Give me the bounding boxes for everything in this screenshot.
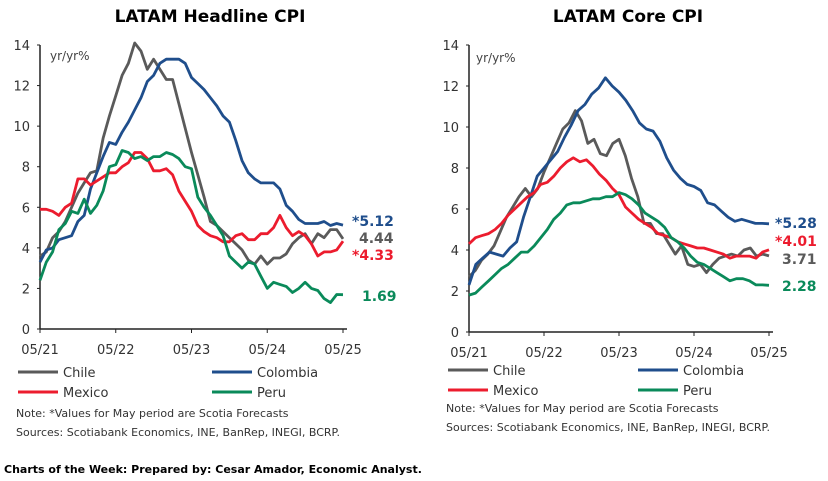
y-tick-label: 6 (22, 201, 30, 216)
y-tick-label: 8 (22, 161, 30, 176)
y-tick-label: 6 (451, 203, 459, 218)
legend-label-mexico: Mexico (493, 384, 538, 399)
y-axis-label: yr/yr% (476, 51, 516, 65)
end-label-chile: 3.71 (782, 252, 817, 268)
series-line-peru (38, 149, 344, 305)
x-tick-label: 05/24 (249, 343, 286, 358)
legend-label-colombia: Colombia (257, 366, 318, 381)
legend-label-mexico: Mexico (63, 386, 108, 401)
series-line-chile (39, 41, 345, 266)
note: Note: *Values for May period are Scotia … (446, 402, 719, 415)
series-line-mexico (468, 156, 770, 260)
legend-label-chile: Chile (493, 364, 526, 379)
end-label-colombia: *5.28 (775, 216, 817, 232)
y-tick-label: 0 (22, 323, 30, 338)
x-tick-label: 05/24 (675, 346, 712, 361)
y-tick-label: 0 (451, 326, 459, 341)
series-line-chile (468, 109, 770, 278)
end-label-peru: 2.28 (782, 279, 817, 295)
y-axis-label: yr/yr% (50, 49, 90, 63)
series-line-colombia (38, 57, 344, 263)
chart-core: LATAM Core CPI yr/yr% 0 2 4 6 8 10 12 14 05/21 05/2… (442, 7, 816, 434)
x-tick-label: 05/22 (97, 343, 134, 358)
legend-label-colombia: Colombia (683, 364, 744, 379)
chart-title: LATAM Core CPI (553, 7, 703, 27)
y-tick-label: 14 (13, 39, 30, 54)
x-tick-label: 05/25 (324, 343, 361, 358)
legend-label-peru: Peru (683, 384, 712, 399)
y-tick-label: 2 (22, 282, 30, 297)
sources: Sources: Scotiabank Economics, INE, BanR… (446, 421, 770, 434)
y-tick-label: 8 (451, 162, 459, 177)
y-tick-label: 4 (451, 244, 459, 259)
x-tick-label: 05/23 (600, 346, 637, 361)
note: Note: *Values for May period are Scotia … (16, 407, 289, 420)
end-label-chile: 4.44 (359, 231, 394, 247)
x-tick-label: 05/23 (173, 343, 210, 358)
legend-label-peru: Peru (257, 386, 286, 401)
series-line-mexico (40, 151, 345, 258)
chart-title: LATAM Headline CPI (115, 7, 306, 27)
x-tick-label: 05/21 (450, 346, 487, 361)
end-label-peru: 1.69 (362, 289, 397, 305)
end-label-colombia: *5.12 (352, 214, 394, 230)
end-label-mexico: *4.33 (352, 248, 394, 264)
y-tick-label: 10 (13, 120, 30, 135)
y-tick-label: 4 (22, 242, 30, 257)
series-line-peru (468, 191, 770, 297)
y-tick-label: 10 (442, 121, 459, 136)
series-line-colombia (467, 76, 770, 286)
y-tick-label: 2 (451, 285, 459, 300)
footer-credit: Charts of the Week: Prepared by: Cesar A… (4, 463, 422, 476)
y-tick-label: 12 (442, 80, 459, 95)
y-tick-label: 12 (13, 80, 30, 95)
x-tick-label: 05/25 (750, 346, 787, 361)
chart-headline: LATAM Headline CPI yr/yr% 0 2 4 6 8 10 12 14 05/21… (13, 7, 396, 439)
legend-label-chile: Chile (63, 366, 96, 381)
end-label-mexico: *4.01 (775, 234, 817, 250)
sources: Sources: Scotiabank Economics, INE, BanR… (16, 426, 340, 439)
x-tick-label: 05/21 (21, 343, 58, 358)
x-tick-label: 05/22 (525, 346, 562, 361)
y-tick-label: 14 (442, 39, 459, 54)
